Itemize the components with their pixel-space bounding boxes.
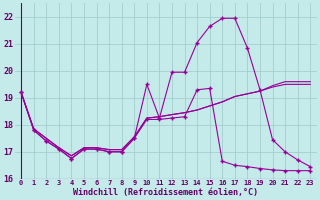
X-axis label: Windchill (Refroidissement éolien,°C): Windchill (Refroidissement éolien,°C) (73, 188, 258, 197)
